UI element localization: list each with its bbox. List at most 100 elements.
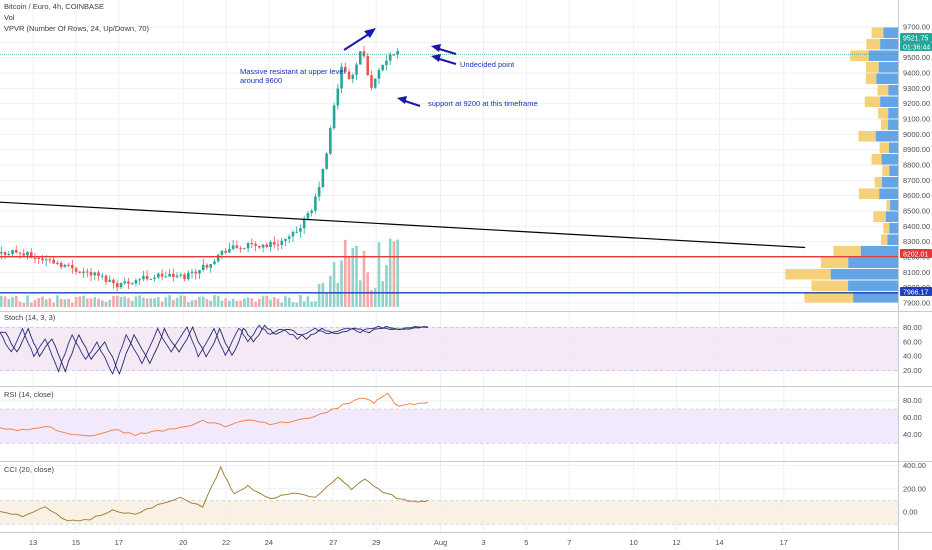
volume-bar <box>265 295 269 307</box>
stoch-d-line <box>0 324 429 376</box>
vp-down-bar <box>866 38 881 50</box>
candle-body <box>190 271 194 273</box>
candle-body <box>145 275 149 280</box>
price-badge-bg <box>900 287 932 296</box>
candle-body <box>0 252 3 254</box>
volume-bar <box>388 238 392 307</box>
volume-bar <box>205 298 209 307</box>
time-tick-label: 15 <box>72 538 80 547</box>
vp-up-bar <box>888 107 898 119</box>
candle-body <box>67 264 70 266</box>
volume-bar <box>127 298 130 307</box>
candle-body <box>358 51 362 65</box>
volume-bar <box>220 300 224 307</box>
candle-body <box>310 210 313 214</box>
candle-body <box>18 252 22 254</box>
vp-down-bar <box>877 84 889 96</box>
candle-body <box>373 78 377 88</box>
candle-body <box>82 271 85 273</box>
candle-body <box>164 276 168 278</box>
candle-body <box>362 51 366 57</box>
candle-body <box>336 88 340 106</box>
volume-bar <box>224 298 227 307</box>
vp-up-bar <box>878 61 898 73</box>
price-tick-label: 8300.00 <box>903 237 930 246</box>
candle-body <box>246 243 250 249</box>
candle-body <box>22 253 26 256</box>
volume-bar <box>344 239 347 307</box>
time-tick-label: 7 <box>567 538 571 547</box>
price-tick-label: 9300.00 <box>903 84 930 93</box>
candle-body <box>377 70 381 79</box>
vp-up-bar <box>887 234 898 246</box>
vp-down-bar <box>865 73 877 85</box>
annotation-resistance-line2: around 9600 <box>240 76 282 85</box>
annotation-resistance-line1: Massive resistant at upper level <box>240 67 345 76</box>
volume-bar <box>239 300 242 307</box>
volume-bar <box>370 290 373 307</box>
volume-bar <box>332 262 336 307</box>
candle-body <box>115 283 119 288</box>
volume-bar <box>52 302 55 307</box>
vp-up-bar <box>860 245 898 257</box>
candle-body <box>396 51 399 55</box>
volume-bar <box>362 250 366 307</box>
candle-body <box>175 275 179 278</box>
volume-bar <box>134 296 138 307</box>
candle-body <box>344 66 347 72</box>
time-tick-label: 20 <box>179 538 187 547</box>
candle-body <box>33 257 37 259</box>
vp-down-bar <box>879 142 889 154</box>
candle-body <box>201 264 205 270</box>
annotation-support: support at 9200 at this timeframe <box>428 99 538 108</box>
volume-bar <box>33 299 37 307</box>
volume-bar <box>243 298 246 307</box>
volume-bar <box>284 295 287 307</box>
candle-body <box>52 259 55 264</box>
candle-body <box>284 238 287 241</box>
candle-body <box>287 236 291 239</box>
volume-bar <box>377 242 381 307</box>
vp-up-bar <box>848 257 898 269</box>
volume-bar <box>325 293 328 307</box>
candle-body <box>100 275 104 277</box>
price-badge-text: 9521.75 <box>903 36 928 43</box>
volume-bar <box>164 297 168 307</box>
volume-bar <box>392 241 396 307</box>
price-tick-label: 8800.00 <box>903 161 930 170</box>
volume-bar <box>7 299 11 307</box>
candle-body <box>59 262 63 267</box>
vp-down-bar <box>858 188 880 200</box>
candle-body <box>56 262 59 264</box>
volume-bar <box>194 299 198 307</box>
volume-bar <box>321 282 325 307</box>
candle-body <box>205 264 209 268</box>
candle-body <box>340 66 343 89</box>
vp-down-bar <box>820 257 849 269</box>
candle-body <box>160 273 164 277</box>
candle-body <box>130 283 134 285</box>
candle-body <box>78 271 82 273</box>
candle-body <box>302 218 306 229</box>
candle-body <box>325 153 328 169</box>
candle-body <box>186 272 190 280</box>
candle-body <box>370 75 373 88</box>
volume-bar <box>396 239 399 307</box>
candle-body <box>149 278 153 280</box>
volume-bars <box>0 238 399 307</box>
vp-down-bar <box>850 50 869 62</box>
candle-body <box>231 245 235 249</box>
candle-body <box>261 244 265 248</box>
cci-title: CCI (20, close) <box>4 465 55 474</box>
volume-bar <box>78 296 82 307</box>
candle-body <box>317 187 321 197</box>
vp-up-bar <box>848 280 898 292</box>
volume-bar <box>172 299 175 307</box>
candle-body <box>168 273 171 277</box>
stoch-title: Stoch (14, 3, 3) <box>4 313 56 322</box>
oscillator-bands <box>0 327 898 524</box>
volume-bar <box>71 302 74 307</box>
volume-bar <box>306 296 310 307</box>
volume-bar <box>351 247 355 307</box>
